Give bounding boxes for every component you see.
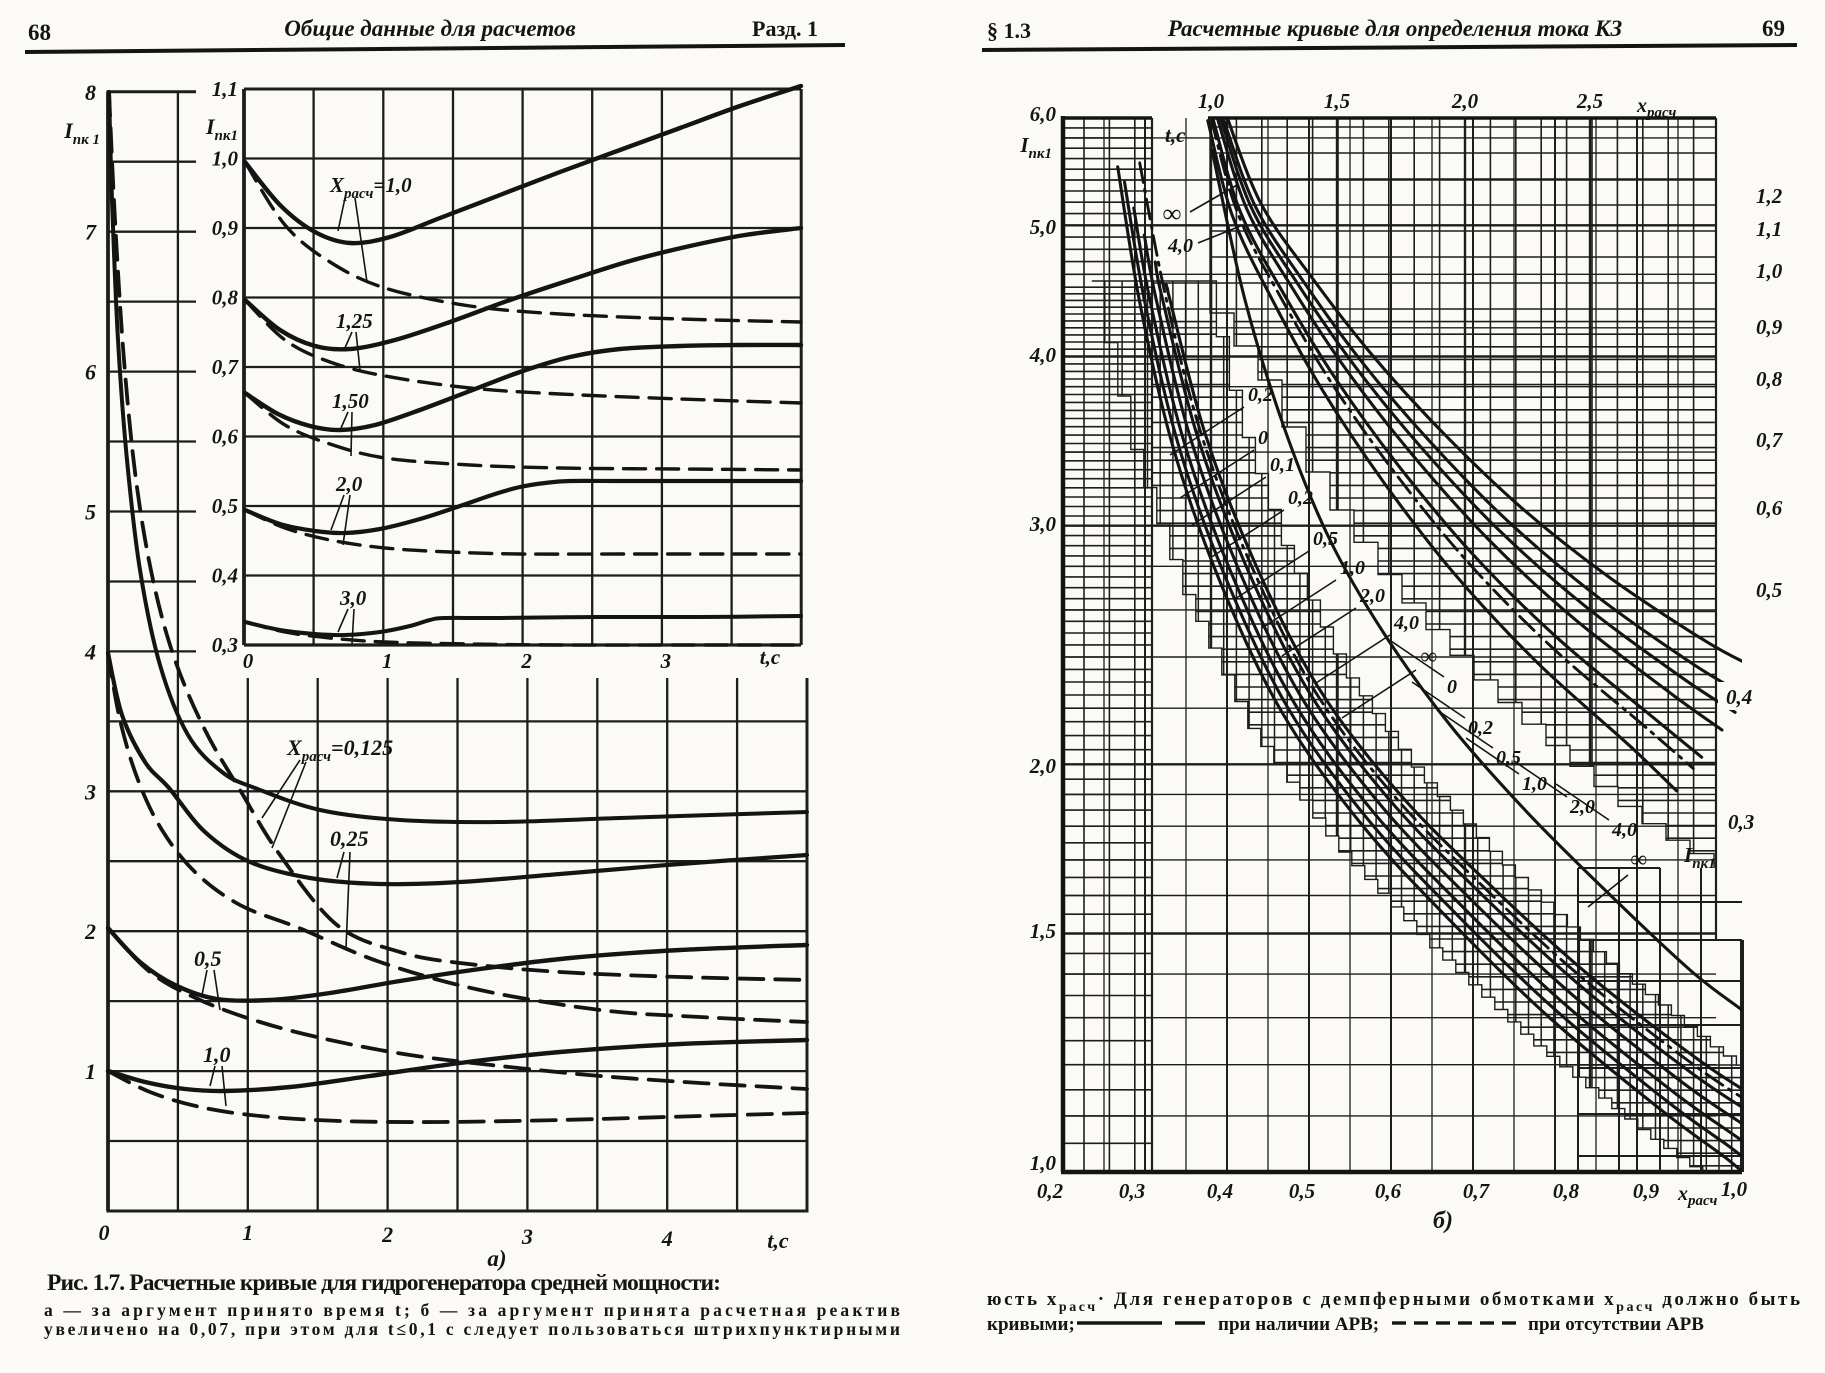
svg-text:t,c: t,c (760, 645, 781, 669)
svg-text:1: 1 (382, 649, 393, 673)
svg-text:0,5: 0,5 (1496, 747, 1521, 769)
svg-text:1,0: 1,0 (1756, 259, 1783, 283)
svg-text:2,0: 2,0 (1029, 754, 1057, 778)
svg-text:0: 0 (1447, 676, 1457, 698)
svg-text:3: 3 (521, 1224, 533, 1249)
svg-text:а): а) (487, 1246, 506, 1271)
svg-text:2,0: 2,0 (1359, 585, 1385, 607)
svg-text:4: 4 (84, 639, 96, 664)
svg-text:0,3: 0,3 (1728, 810, 1754, 834)
svg-text:5,0: 5,0 (1030, 215, 1057, 239)
svg-text:Расчетные кривые для определен: Расчетные кривые для определения тока КЗ (1167, 16, 1623, 41)
svg-text:Рис. 1.7. Расчетные кривые для: Рис. 1.7. Расчетные кривые для гидрогене… (47, 1270, 721, 1296)
svg-text:2: 2 (381, 1222, 393, 1247)
svg-text:68: 68 (28, 20, 51, 45)
svg-text:1: 1 (242, 1220, 253, 1245)
svg-text:1,0: 1,0 (203, 1042, 231, 1067)
svg-text:1,0: 1,0 (1721, 1177, 1748, 1201)
svg-text:Общие данные для расчетов: Общие данные для расчетов (284, 16, 575, 41)
svg-text:0,9: 0,9 (212, 216, 239, 240)
svg-text:3: 3 (660, 649, 672, 673)
svg-text:0,8: 0,8 (1756, 367, 1783, 391)
svg-text:0,2: 0,2 (1468, 717, 1493, 739)
svg-text:0,3: 0,3 (212, 633, 238, 657)
svg-text:при отсутствии АРВ: при отсутствии АРВ (1528, 1314, 1704, 1335)
svg-text:0,8: 0,8 (212, 286, 239, 310)
svg-text:1,0: 1,0 (1340, 557, 1365, 579)
svg-text:1,2: 1,2 (1756, 184, 1783, 208)
svg-text:0,6: 0,6 (1375, 1179, 1402, 1203)
svg-text:0,3: 0,3 (1119, 1179, 1145, 1203)
svg-text:при наличии АРВ;: при наличии АРВ; (1218, 1314, 1379, 1335)
svg-text:3,0: 3,0 (1029, 512, 1057, 536)
svg-text:0: 0 (1258, 427, 1268, 449)
svg-text:0: 0 (243, 649, 254, 673)
svg-text:1,5: 1,5 (1030, 919, 1056, 943)
svg-text:2: 2 (520, 649, 532, 673)
svg-text:0,8: 0,8 (1553, 1179, 1580, 1203)
svg-text:4,0: 4,0 (1393, 612, 1419, 634)
svg-text:0,6: 0,6 (1756, 496, 1783, 520)
svg-text:∞: ∞ (1163, 199, 1182, 228)
svg-text:0,5: 0,5 (212, 494, 238, 518)
svg-text:∞: ∞ (1630, 847, 1647, 873)
svg-text:1,0: 1,0 (1030, 1151, 1057, 1175)
svg-text:t,c: t,c (1165, 123, 1186, 147)
svg-text:2,5: 2,5 (1576, 89, 1603, 113)
svg-text:0,5: 0,5 (1313, 528, 1338, 550)
svg-text:2: 2 (84, 919, 96, 944)
svg-text:2,0: 2,0 (1569, 796, 1595, 818)
svg-text:3: 3 (84, 779, 96, 804)
svg-text:0: 0 (99, 1220, 110, 1245)
svg-text:1,1: 1,1 (1756, 217, 1782, 241)
svg-text:0,2: 0,2 (1248, 384, 1273, 406)
svg-text:3,0: 3,0 (339, 586, 367, 610)
svg-text:0,5: 0,5 (1756, 578, 1782, 602)
svg-text:0,25: 0,25 (330, 826, 369, 851)
svg-text:0,4: 0,4 (212, 564, 238, 588)
svg-text:69: 69 (1762, 16, 1785, 41)
svg-text:4,0: 4,0 (1029, 343, 1057, 367)
svg-text:кривыми;: кривыми; (987, 1314, 1075, 1335)
svg-text:8: 8 (85, 80, 96, 105)
svg-text:4: 4 (661, 1226, 673, 1251)
svg-text:0,2: 0,2 (1037, 1179, 1064, 1203)
svg-text:1: 1 (85, 1059, 96, 1084)
svg-text:0,5: 0,5 (1289, 1179, 1315, 1203)
svg-text:1,0: 1,0 (1522, 773, 1547, 795)
svg-text:1,0: 1,0 (1198, 89, 1225, 113)
svg-text:5: 5 (85, 500, 96, 525)
svg-text:0,5: 0,5 (194, 946, 222, 971)
svg-text:t,c: t,c (767, 1228, 789, 1253)
svg-text:1,5: 1,5 (1324, 89, 1350, 113)
svg-text:4,0: 4,0 (1611, 819, 1637, 841)
svg-text:0,9: 0,9 (1633, 1179, 1660, 1203)
svg-text:7: 7 (85, 220, 97, 245)
svg-text:б): б) (1433, 1208, 1453, 1234)
svg-text:2,0: 2,0 (1451, 89, 1479, 113)
svg-text:6,0: 6,0 (1030, 102, 1057, 126)
svg-text:1,0: 1,0 (212, 147, 239, 171)
svg-text:6: 6 (85, 360, 96, 385)
svg-text:а — за аргумент принято время: а — за аргумент принято время t; б — за … (44, 1300, 900, 1320)
svg-text:0,4: 0,4 (1207, 1179, 1233, 1203)
svg-text:Разд. 1: Разд. 1 (752, 16, 818, 41)
svg-text:0,6: 0,6 (212, 425, 239, 449)
svg-text:1,50: 1,50 (332, 389, 369, 413)
svg-text:0,7: 0,7 (212, 355, 240, 379)
svg-text:§ 1.3: § 1.3 (987, 18, 1031, 43)
svg-text:2,0: 2,0 (335, 472, 363, 496)
svg-text:0,2: 0,2 (1288, 487, 1313, 509)
svg-text:1,1: 1,1 (212, 77, 238, 101)
svg-text:1,25: 1,25 (336, 309, 373, 333)
svg-text:0,9: 0,9 (1756, 315, 1783, 339)
svg-text:4,0: 4,0 (1167, 235, 1193, 257)
svg-text:0,1: 0,1 (1270, 454, 1295, 476)
svg-text:0,7: 0,7 (1463, 1179, 1491, 1203)
svg-text:0,4: 0,4 (1726, 685, 1752, 709)
svg-text:0,7: 0,7 (1756, 428, 1784, 452)
